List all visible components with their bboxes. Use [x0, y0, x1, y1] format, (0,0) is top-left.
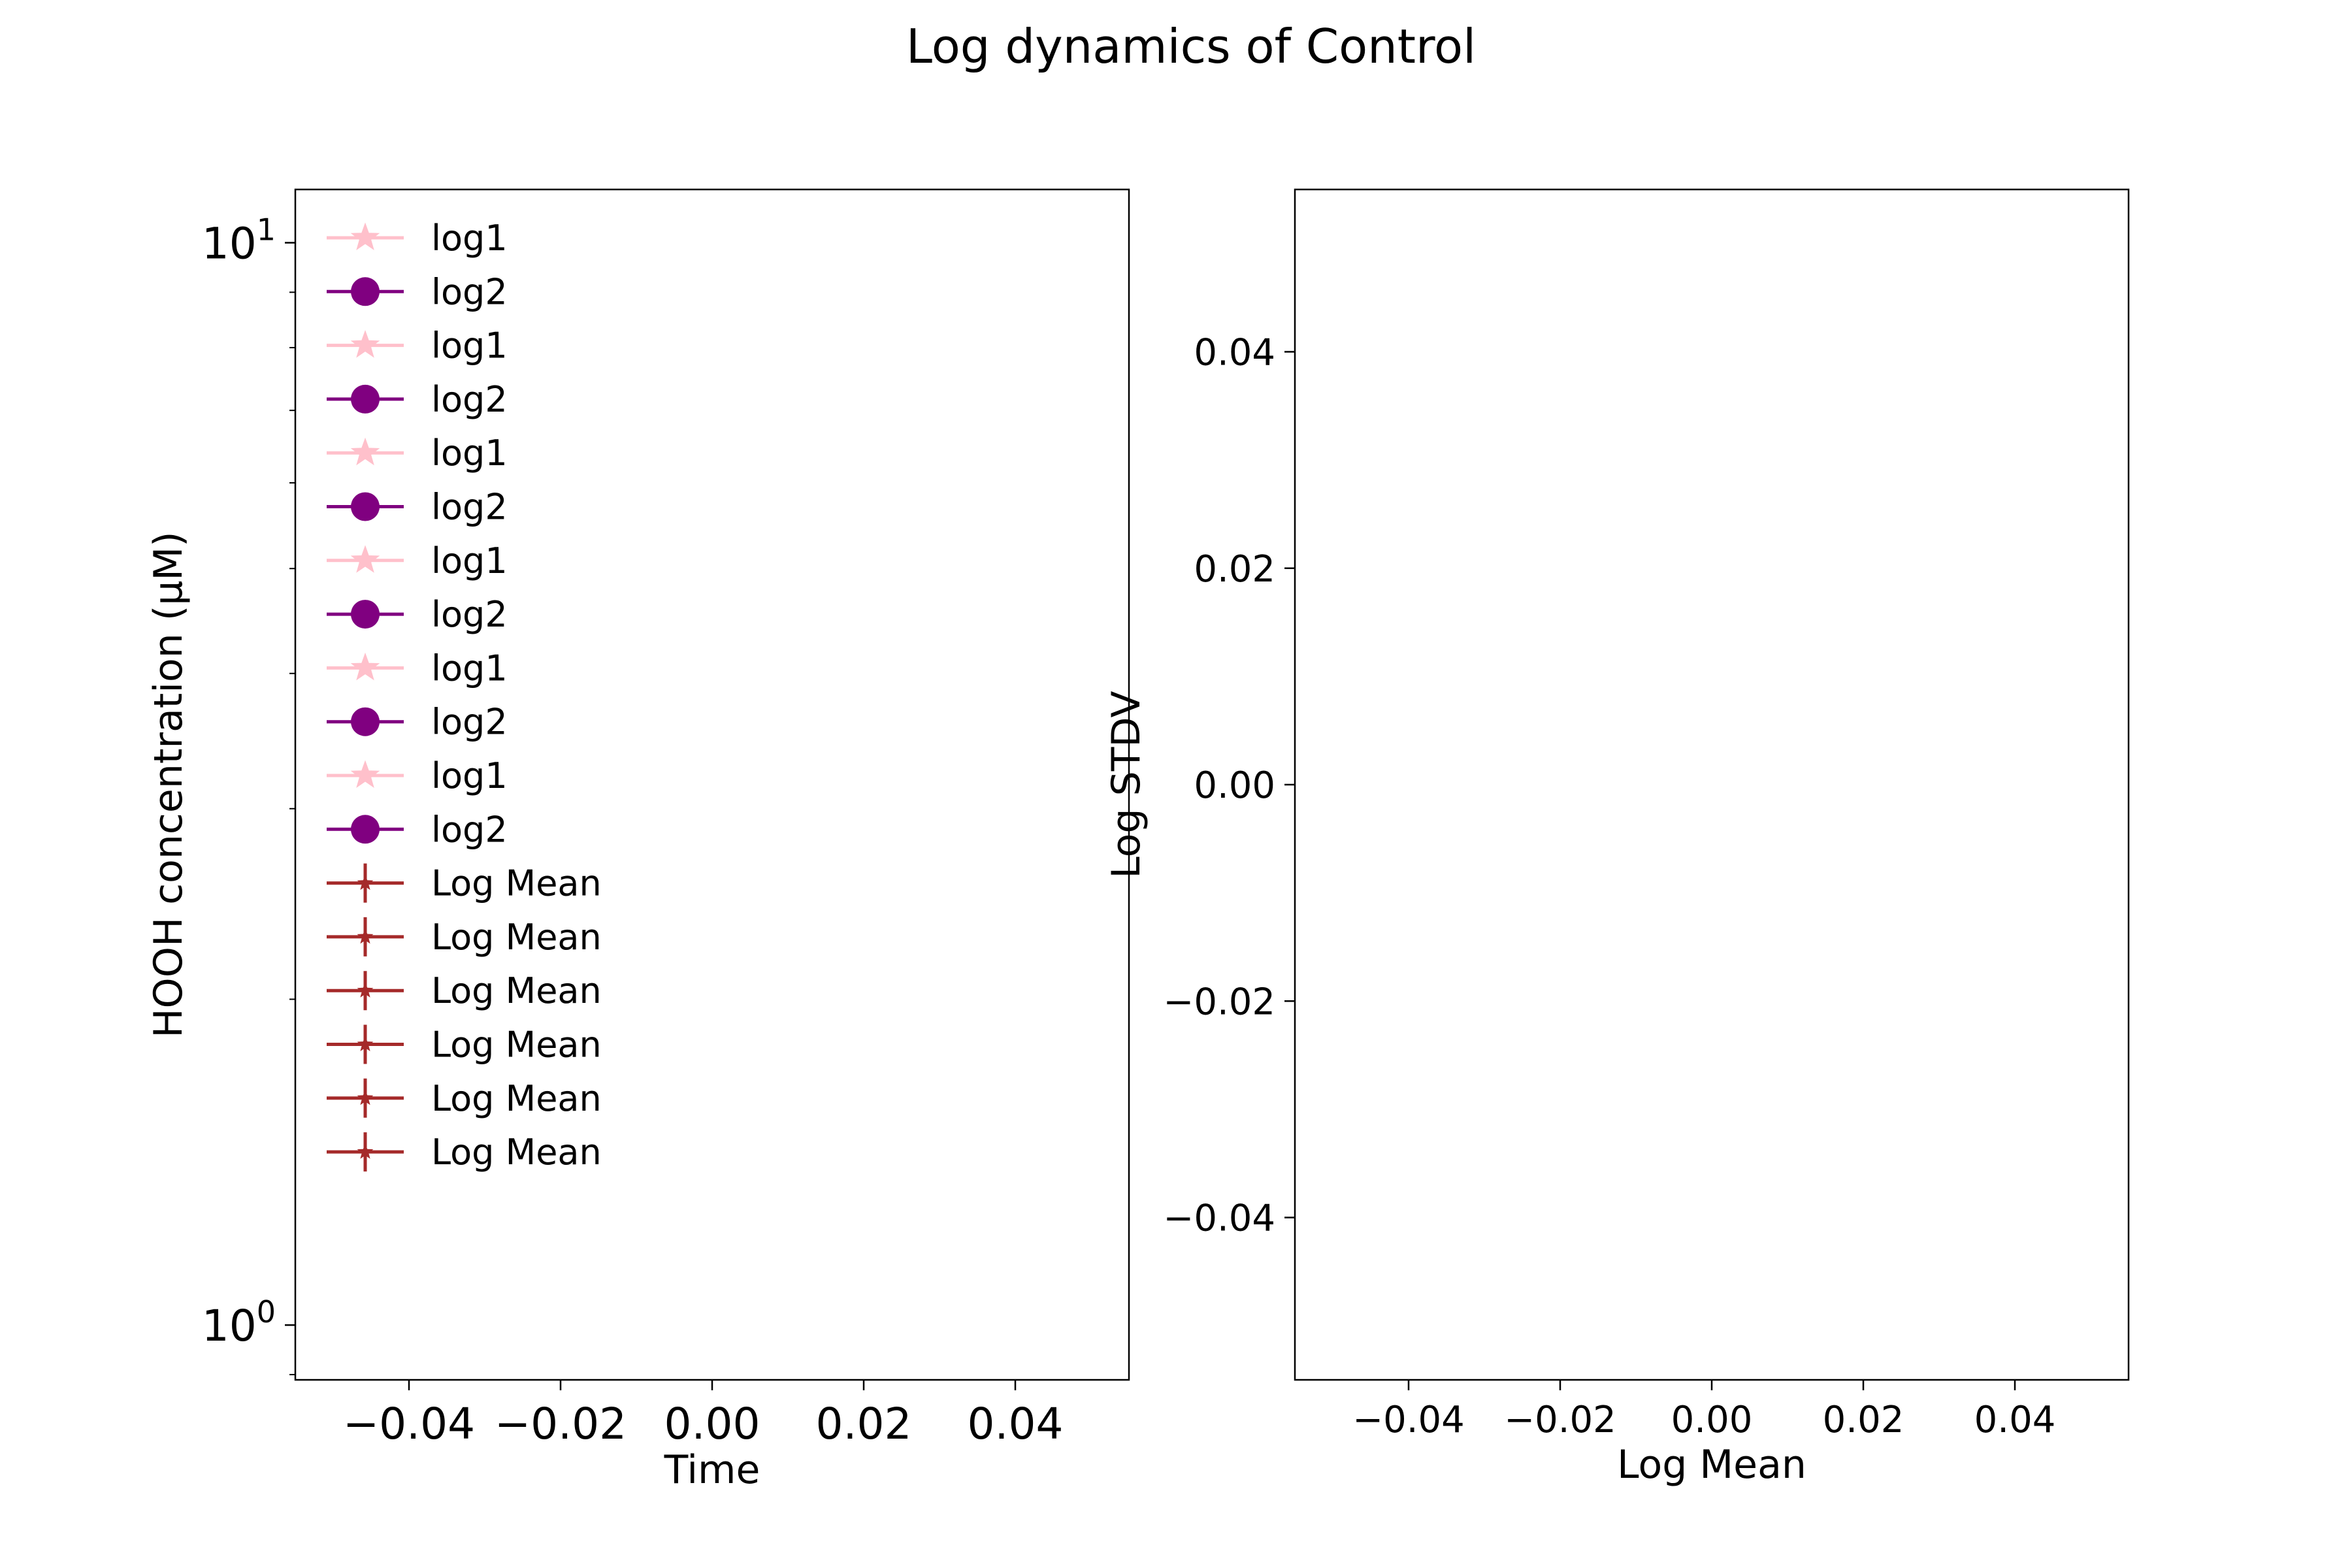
legend-entry: Log Mean [327, 863, 602, 904]
legend-entry: Log Mean [327, 1132, 602, 1173]
legend-entry: log2 [327, 271, 508, 312]
legend-entry: log1 [327, 325, 508, 367]
right-x-axis-label: Log Mean [1617, 1442, 1806, 1488]
legend-star-marker [350, 437, 380, 466]
left-legend: log1 log2 log1 log2 log1 log2 log1 log2 log1 log2… [327, 218, 602, 1173]
right-y-tick-label: −0.02 [1163, 981, 1275, 1023]
legend-entry: log1 [327, 218, 508, 259]
right-y-tick-label: 0.04 [1194, 332, 1275, 374]
legend-circle-marker [351, 707, 380, 736]
right-y-axis-label: Log STDV [1103, 691, 1149, 878]
legend-entry: log1 [327, 647, 508, 689]
left-x-tick-label: 0.04 [968, 1399, 1064, 1449]
legend-star-marker [357, 1036, 374, 1051]
legend-label: log1 [431, 647, 508, 689]
legend-label: log2 [431, 809, 508, 850]
legend-entry: log2 [327, 702, 508, 743]
legend-entry: Log Mean [327, 970, 602, 1011]
legend-entry: log2 [327, 487, 508, 528]
legend-label: log1 [431, 755, 508, 796]
legend-label: Log Mean [431, 1024, 602, 1066]
legend-label: log1 [431, 433, 508, 474]
legend-entry: log1 [327, 540, 508, 581]
left-y-axis-label: HOOH concentration (µM) [146, 531, 191, 1037]
legend-star-marker [357, 874, 374, 890]
right-x-tick-label: −0.04 [1352, 1399, 1465, 1441]
right-x-ticks: −0.04 −0.02 0.00 0.02 0.04 [1352, 1380, 2055, 1441]
legend-label: Log Mean [431, 1132, 602, 1173]
right-y-tick-label: 0.02 [1194, 548, 1275, 591]
legend-label: log1 [431, 218, 508, 259]
right-x-tick-label: −0.02 [1504, 1399, 1616, 1441]
legend-star-marker [357, 1143, 374, 1159]
left-x-axis-label: Time [664, 1447, 760, 1493]
left-x-ticks: −0.04 −0.02 0.00 0.02 0.04 [343, 1380, 1064, 1449]
legend-entry: log1 [327, 755, 508, 796]
legend-label: log2 [431, 271, 508, 312]
legend-label: Log Mean [431, 863, 602, 904]
legend-label: Log Mean [431, 1078, 602, 1119]
legend-star-marker [350, 222, 380, 250]
legend-star-marker [357, 928, 374, 944]
legend-star-marker [350, 652, 380, 681]
legend-entry: Log Mean [327, 917, 602, 958]
legend-circle-marker [351, 492, 380, 521]
legend-label: log2 [431, 379, 508, 420]
legend-label: log2 [431, 594, 508, 635]
legend-star-marker [357, 982, 374, 998]
legend-entry: log2 [327, 809, 508, 850]
legend-star-marker [350, 760, 380, 788]
right-x-tick-label: 0.04 [1974, 1399, 2056, 1441]
legend-label: log1 [431, 325, 508, 367]
legend-entry: log1 [327, 433, 508, 474]
left-y-tick-label: 101 [202, 212, 276, 269]
legend-label: log2 [431, 702, 508, 743]
legend-label: log2 [431, 487, 508, 528]
legend-entry: log2 [327, 379, 508, 420]
legend-circle-marker [351, 384, 380, 414]
right-x-tick-label: 0.02 [1823, 1399, 1904, 1441]
left-y-ticks: 100 101 [202, 212, 295, 1375]
right-chart: −0.04 −0.02 0.00 0.02 0.04 0.04 0.02 0.00 −0.02… [1103, 188, 2130, 1488]
left-x-tick-label: −0.02 [495, 1399, 627, 1449]
legend-star-marker [350, 545, 380, 573]
figure-title: Log dynamics of Control [906, 19, 1476, 74]
legend-circle-marker [351, 815, 380, 844]
legend-entry: log2 [327, 594, 508, 635]
right-y-tick-label: 0.00 [1194, 764, 1275, 807]
legend-label: Log Mean [431, 917, 602, 958]
left-x-tick-label: 0.02 [816, 1399, 912, 1449]
legend-entry: Log Mean [327, 1024, 602, 1066]
left-y-tick-label: 100 [202, 1294, 276, 1351]
left-x-tick-label: −0.04 [343, 1399, 475, 1449]
legend-label: Log Mean [431, 970, 602, 1011]
right-y-ticks: 0.04 0.02 0.00 −0.02 −0.04 [1163, 332, 1295, 1240]
right-x-tick-label: 0.00 [1671, 1399, 1753, 1441]
legend-entry: Log Mean [327, 1078, 602, 1119]
legend-star-marker [350, 330, 380, 358]
legend-circle-marker [351, 600, 380, 629]
right-y-tick-label: −0.04 [1163, 1198, 1275, 1240]
legend-label: log1 [431, 540, 508, 581]
legend-circle-marker [351, 277, 380, 306]
left-x-tick-label: 0.00 [664, 1399, 760, 1449]
legend-star-marker [357, 1089, 374, 1105]
